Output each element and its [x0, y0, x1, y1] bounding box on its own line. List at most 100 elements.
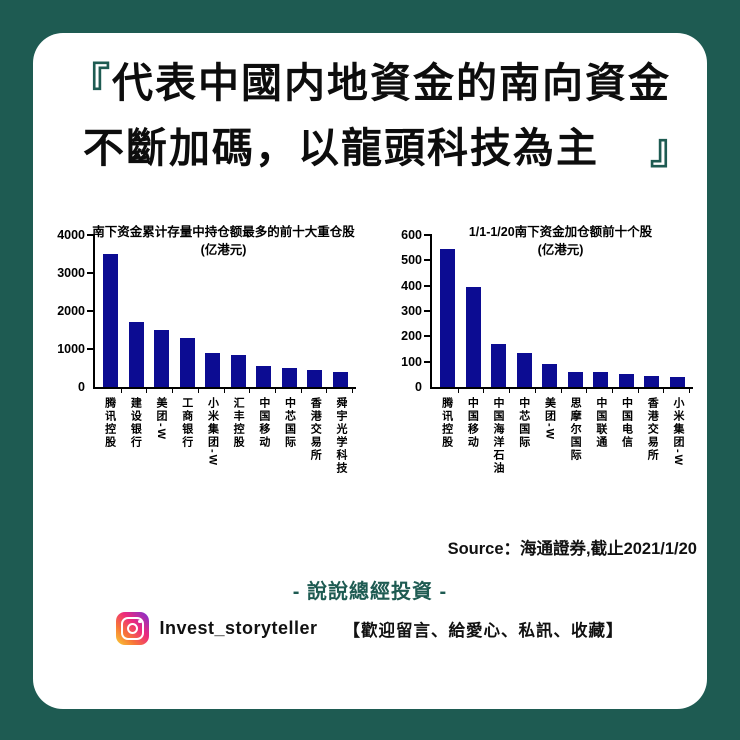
chart-title: 1/1-1/20南下资金加仓额前十个股 (亿港元) [426, 223, 695, 259]
x-tick-mark [459, 389, 485, 393]
bar-column [461, 287, 487, 387]
instagram-icon-frame [121, 617, 145, 640]
x-axis-labels: 腾讯控股 建设银行 美团-W 工商银行 小米集团-W 汇丰控股 中国移动 中芯国际 香港交易所舜… [93, 397, 356, 529]
y-tick-label: 1000 [57, 342, 85, 356]
y-tick-mark [87, 272, 95, 274]
x-category-label: 美团-W [147, 397, 173, 441]
bar-column [563, 372, 589, 387]
x-category-label-text: 香港交易所 [309, 397, 322, 462]
x-tick-mark [613, 389, 639, 393]
x-category-label-text: 中芯国际 [283, 397, 296, 449]
bar-column [124, 322, 150, 387]
bar-舜宇光学科技 [332, 372, 348, 387]
source-line: Source：海通證券,截止2021/1/20 [447, 540, 697, 558]
bar-思摩尔国际 [567, 372, 583, 387]
bar-腾讯控股 [103, 254, 119, 387]
y-tick-mark [87, 348, 95, 350]
y-tick-mark [424, 259, 432, 262]
y-tick-mark [424, 310, 432, 312]
y-tick-mark [87, 310, 95, 312]
x-category-label-text: 中国移动 [257, 397, 270, 449]
bar-中国移动 [465, 287, 481, 387]
bar-中芯国际 [281, 368, 297, 387]
footer-note: 【歡迎留言、給愛心、私訊、收藏】 [343, 621, 624, 640]
post-card: 『代表中國内地資金的南向資金 不斷加碼，以龍頭科技為主 』 0 1000 2000 3… [33, 33, 707, 709]
x-category-label: 小米集团-W [664, 397, 690, 467]
footer-handle-row: Invest_storyteller 【歡迎留言、給愛心、私訊、收藏】 [33, 612, 707, 645]
x-category-label-text: 中国海洋石油 [492, 397, 505, 475]
y-tick-label: 4000 [57, 228, 85, 242]
bar-column [328, 372, 354, 387]
bar-column [486, 344, 512, 387]
y-tick-mark [424, 335, 432, 338]
open-bracket: 『 [69, 60, 112, 106]
x-tick-mark [122, 389, 148, 393]
x-category-label: 中国移动 [250, 397, 276, 449]
y-tick-mark [424, 234, 432, 236]
x-category-label-text: 香港交易所 [646, 397, 659, 462]
bar-column [175, 338, 201, 387]
bar-美团-W [542, 364, 558, 387]
x-category-label-text: 腾讯控股 [103, 397, 116, 449]
x-category-label: 中国联通 [587, 397, 613, 449]
bar-column [98, 254, 124, 387]
chart-title-text: 南下资金累计存量中持仓额最多的前十大重仓股 [92, 225, 355, 239]
x-category-label: 工商银行 [173, 397, 199, 449]
bar-column [302, 370, 328, 387]
x-category-label-text: 腾讯控股 [440, 397, 453, 449]
bar-column [588, 372, 614, 387]
bar-column [149, 330, 175, 387]
x-tick-mark [639, 389, 665, 393]
bar-column [251, 366, 277, 387]
close-bracket: 』 [650, 126, 691, 172]
bar-column [537, 364, 563, 387]
bar-column [512, 353, 538, 387]
x-category-label: 腾讯控股 [96, 397, 122, 449]
plot-area: 1/1-1/20南下资金加仓额前十个股 (亿港元) [424, 225, 693, 389]
chart-subtitle-text: (亿港元) [200, 243, 247, 258]
x-tick-mark [250, 389, 276, 393]
x-category-label-text: 美团-W [155, 397, 168, 442]
bar-column [226, 355, 252, 387]
bar-工商银行 [179, 338, 195, 387]
chart-title-text: 1/1-1/20南下资金加仓额前十个股 [468, 225, 653, 239]
instagram-icon-lens [127, 623, 139, 634]
x-tick-mark [276, 389, 302, 393]
x-tick-mark [173, 389, 199, 393]
x-tick-mark [536, 389, 562, 393]
x-category-label-text: 中芯国际 [517, 397, 530, 449]
bar-中国海洋石油 [491, 344, 507, 387]
chart-title: 南下资金累计存量中持仓额最多的前十大重仓股 (亿港元) [89, 223, 358, 259]
x-tick-mark [484, 389, 511, 393]
x-axis-ticks [93, 389, 356, 393]
x-tick-mark [225, 389, 251, 393]
y-tick-label: 600 [401, 228, 422, 242]
y-tick-mark [424, 284, 432, 287]
x-category-label-text: 中国联通 [594, 397, 607, 449]
x-category-label: 汇丰控股 [225, 397, 251, 449]
y-tick-label: 400 [401, 278, 422, 293]
x-category-label-text: 舜宇光学科技 [334, 397, 347, 475]
bar-香港交易所 [307, 370, 323, 387]
x-category-label: 中国移动 [459, 397, 485, 449]
x-tick-mark [302, 389, 328, 393]
plot-area: 南下资金累计存量中持仓额最多的前十大重仓股 (亿港元) [87, 225, 356, 389]
bar-小米集团-W [205, 353, 221, 387]
y-tick-label: 500 [401, 253, 422, 268]
x-category-label: 美团-W [536, 397, 562, 441]
x-category-label-text: 中国电信 [620, 397, 633, 449]
x-category-label: 小米集团-W [199, 397, 225, 467]
x-tick-mark [433, 389, 459, 393]
footer-title: - 說說總經投資 - [292, 581, 448, 603]
bar-column [277, 368, 303, 387]
bar-中国电信 [618, 374, 634, 387]
x-category-label-text: 小米集团-W [206, 397, 219, 468]
x-tick-mark [587, 389, 613, 393]
bar-美团-W [154, 330, 170, 387]
x-category-label-text: 工商银行 [180, 397, 193, 449]
y-tick-label: 200 [401, 329, 422, 344]
x-axis-ticks [430, 389, 693, 393]
x-category-label-text: 中国移动 [466, 397, 479, 449]
instagram-icon [116, 612, 150, 645]
x-category-label-text: 建设银行 [129, 397, 142, 449]
